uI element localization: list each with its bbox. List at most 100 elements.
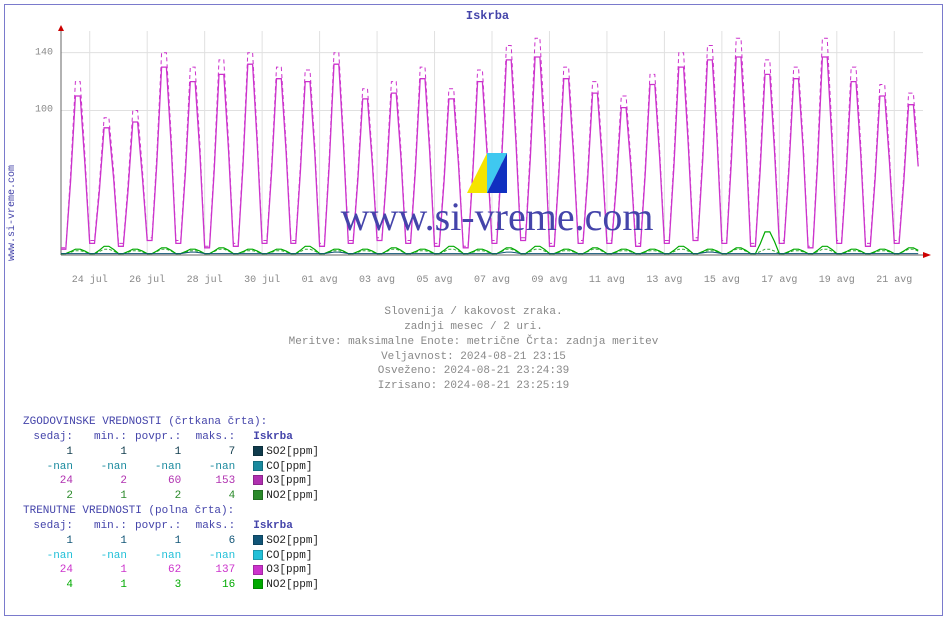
swatch-icon (253, 475, 263, 485)
chart-area: Iskrba www.si-vreme.com 10014024 jul26 j… (35, 7, 940, 297)
cell-min: 2 (77, 474, 131, 489)
y-tick-label: 100 (35, 105, 53, 116)
table-row: -nan-nan-nan-nanCO[ppm] (23, 549, 323, 564)
cell-now: -nan (23, 460, 77, 475)
swatch-icon (253, 550, 263, 560)
x-tick-label: 03 avg (359, 275, 395, 286)
col-max: maks.: (185, 519, 239, 534)
cell-min: -nan (77, 549, 131, 564)
cell-max: 16 (185, 578, 239, 593)
cell-min: 1 (77, 578, 131, 593)
cell-min: 1 (77, 445, 131, 460)
plot-svg (57, 25, 937, 273)
swatch-icon (253, 535, 263, 545)
chart-title: Iskrba (35, 9, 940, 23)
cell-avg: -nan (131, 460, 185, 475)
caption-line: Meritve: maksimalne Enote: metrične Črta… (5, 335, 942, 350)
caption-line: Slovenija / kakovost zraka. (5, 305, 942, 320)
x-tick-label: 15 avg (704, 275, 740, 286)
col-max: maks.: (185, 430, 239, 445)
cell-avg: 60 (131, 474, 185, 489)
x-tick-label: 30 jul (244, 275, 280, 286)
cell-max: 4 (185, 489, 239, 504)
col-location: Iskrba (239, 519, 323, 534)
cell-avg: 1 (131, 445, 185, 460)
stats-hist-table: sedaj:min.:povpr.:maks.:Iskrba1117SO2[pp… (23, 430, 323, 504)
swatch-icon (253, 490, 263, 500)
series-O3_curr (61, 57, 918, 249)
cell-max: 7 (185, 445, 239, 460)
x-tick-label: 28 jul (187, 275, 223, 286)
table-row: 1117SO2[ppm] (23, 445, 323, 460)
cell-max: 137 (185, 563, 239, 578)
table-row: 24162137O3[ppm] (23, 563, 323, 578)
series-O3_hist (61, 38, 918, 248)
table-row: 2124NO2[ppm] (23, 489, 323, 504)
cell-avg: 2 (131, 489, 185, 504)
stats-curr-title: TRENUTNE VREDNOSTI (polna črta): (23, 504, 323, 519)
cell-avg: 62 (131, 563, 185, 578)
cell-species: O3[ppm] (239, 474, 323, 489)
swatch-icon (253, 446, 263, 456)
cell-species: NO2[ppm] (239, 578, 323, 593)
table-row: 1116SO2[ppm] (23, 534, 323, 549)
col-now: sedaj: (23, 430, 77, 445)
stats-hist-title: ZGODOVINSKE VREDNOSTI (črtkana črta): (23, 415, 323, 430)
x-tick-label: 11 avg (589, 275, 625, 286)
cell-max: -nan (185, 549, 239, 564)
x-tick-label: 09 avg (531, 275, 567, 286)
cell-now: 1 (23, 534, 77, 549)
x-tick-label: 13 avg (646, 275, 682, 286)
cell-max: 6 (185, 534, 239, 549)
swatch-icon (253, 579, 263, 589)
col-min: min.: (77, 519, 131, 534)
stats-block: ZGODOVINSKE VREDNOSTI (črtkana črta): se… (23, 415, 323, 593)
cell-max: 153 (185, 474, 239, 489)
cell-min: 1 (77, 563, 131, 578)
cell-avg: 1 (131, 534, 185, 549)
cell-species: O3[ppm] (239, 563, 323, 578)
cell-species: CO[ppm] (239, 460, 323, 475)
x-tick-label: 01 avg (302, 275, 338, 286)
x-tick-label: 26 jul (129, 275, 165, 286)
cell-species: SO2[ppm] (239, 445, 323, 460)
stats-curr-table: sedaj:min.:povpr.:maks.:Iskrba1116SO2[pp… (23, 519, 323, 593)
col-location: Iskrba (239, 430, 323, 445)
x-tick-label: 17 avg (761, 275, 797, 286)
cell-now: -nan (23, 549, 77, 564)
caption-line: Izrisano: 2024-08-21 23:25:19 (5, 379, 942, 394)
caption-line: Veljavnost: 2024-08-21 23:15 (5, 350, 942, 365)
cell-max: -nan (185, 460, 239, 475)
chart-frame: www.si-vreme.com Iskrba www.si-vreme.com… (4, 4, 943, 616)
cell-now: 24 (23, 563, 77, 578)
cell-now: 24 (23, 474, 77, 489)
brand-vertical: www.si-vreme.com (7, 165, 18, 261)
plot: www.si-vreme.com 10014024 jul26 jul28 ju… (57, 25, 937, 273)
col-avg: povpr.: (131, 430, 185, 445)
cell-avg: -nan (131, 549, 185, 564)
x-tick-label: 19 avg (819, 275, 855, 286)
x-tick-label: 07 avg (474, 275, 510, 286)
table-row: 24260153O3[ppm] (23, 474, 323, 489)
cell-min: -nan (77, 460, 131, 475)
table-row: 41316NO2[ppm] (23, 578, 323, 593)
caption-line: zadnji mesec / 2 uri. (5, 320, 942, 335)
caption-block: Slovenija / kakovost zraka. zadnji mesec… (5, 305, 942, 394)
y-tick-label: 140 (35, 47, 53, 58)
swatch-icon (253, 461, 263, 471)
col-avg: povpr.: (131, 519, 185, 534)
cell-min: 1 (77, 534, 131, 549)
x-tick-label: 21 avg (876, 275, 912, 286)
x-tick-label: 05 avg (417, 275, 453, 286)
cell-now: 1 (23, 445, 77, 460)
cell-now: 2 (23, 489, 77, 504)
cell-species: NO2[ppm] (239, 489, 323, 504)
cell-now: 4 (23, 578, 77, 593)
cell-species: CO[ppm] (239, 549, 323, 564)
table-row: -nan-nan-nan-nanCO[ppm] (23, 460, 323, 475)
x-tick-label: 24 jul (72, 275, 108, 286)
swatch-icon (253, 565, 263, 575)
cell-min: 1 (77, 489, 131, 504)
series-NO2_curr (61, 232, 918, 254)
col-min: min.: (77, 430, 131, 445)
